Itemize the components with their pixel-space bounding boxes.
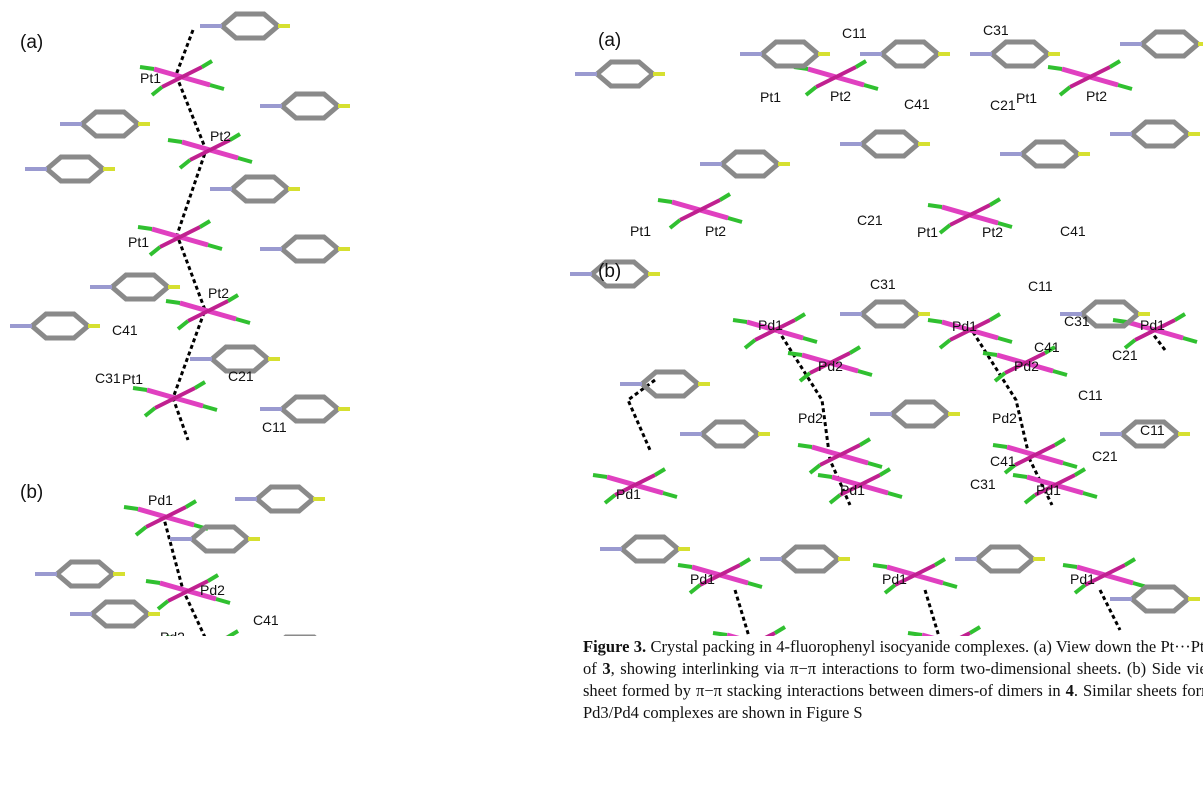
caption-label: Figure 3. xyxy=(583,637,646,656)
ring xyxy=(620,372,710,396)
metal-center xyxy=(138,221,222,255)
atom-label: C41 xyxy=(1060,223,1086,239)
ring xyxy=(575,62,665,86)
atom-label: Pd2 xyxy=(200,582,225,598)
atom-label: C21 xyxy=(228,368,254,384)
atom-label: Pd1 xyxy=(882,571,907,587)
ring xyxy=(680,422,770,446)
atom-label: Pd1 xyxy=(758,317,783,333)
ring xyxy=(260,397,350,421)
atom-label: C21 xyxy=(857,212,883,228)
atom-label: Pd1 xyxy=(690,571,715,587)
atom-label: Pt2 xyxy=(208,285,229,301)
atom-label: Pt1 xyxy=(1016,90,1037,106)
atom-label: C31 xyxy=(983,22,1009,38)
atom-label: C31 xyxy=(95,370,121,386)
ring xyxy=(700,152,790,176)
atom-label: Pd1 xyxy=(1140,317,1165,333)
atom-label: C41 xyxy=(990,453,1016,469)
atom-label: Pd2 xyxy=(798,410,823,426)
atom-label: C11 xyxy=(262,419,287,435)
caption: Figure 3. Crystal packing in 4-fluorophe… xyxy=(583,636,1203,724)
metal-center xyxy=(133,382,217,416)
atom-label: Pd1 xyxy=(840,482,865,498)
atom-label: C41 xyxy=(904,96,930,112)
caption-bold: 4 xyxy=(1066,681,1074,700)
ring xyxy=(210,177,300,201)
ring xyxy=(1000,142,1090,166)
ring xyxy=(1120,32,1203,56)
atom-label: C11 xyxy=(1028,278,1053,294)
metal-center xyxy=(658,194,742,228)
atom-label: Pd1 xyxy=(616,486,641,502)
ring xyxy=(10,314,100,338)
ring xyxy=(1110,122,1200,146)
panel-label: (b) xyxy=(20,482,43,503)
atom-label: Pd2 xyxy=(160,629,185,636)
ring xyxy=(260,94,350,118)
atom-label: Pd1 xyxy=(1036,482,1061,498)
atom-label: Pd2 xyxy=(818,358,843,374)
atom-label: C11 xyxy=(1078,387,1103,403)
atom-label: Pd2 xyxy=(992,410,1017,426)
atom-label: Pd1 xyxy=(952,318,977,334)
atom-label: C11 xyxy=(842,25,867,41)
atom-label: C41 xyxy=(1034,339,1060,355)
atom-label: Pt2 xyxy=(210,128,231,144)
atom-label: Pt2 xyxy=(830,88,851,104)
metal-center xyxy=(798,439,882,473)
ring xyxy=(200,14,290,38)
atom-label: Pt2 xyxy=(705,223,726,239)
atom-label: Pt1 xyxy=(128,234,149,250)
atom-label: Pd1 xyxy=(1070,571,1095,587)
panel-label: (b) xyxy=(598,261,621,282)
ring xyxy=(860,42,950,66)
page: {"left":{"a":{"label":"(a)","atoms":["Pt… xyxy=(0,0,1203,785)
ring xyxy=(90,275,180,299)
atom-label: C31 xyxy=(870,276,896,292)
caption-box: Figure 3. Crystal packing in 4-fluorophe… xyxy=(583,636,1203,785)
ring xyxy=(35,562,125,586)
atom-label: C31 xyxy=(1064,313,1090,329)
atom-label: Pt1 xyxy=(760,89,781,105)
metal-center xyxy=(908,627,992,636)
ring xyxy=(1110,587,1200,611)
ring xyxy=(740,42,830,66)
ring xyxy=(60,112,150,136)
panel-label: (a) xyxy=(20,32,43,53)
atom-label: Pt1 xyxy=(630,223,651,239)
atom-label: C11 xyxy=(1140,422,1165,438)
panel-label: (a) xyxy=(598,30,621,51)
ring xyxy=(170,527,260,551)
atom-label: C41 xyxy=(112,322,138,338)
atom-label: Pt1 xyxy=(140,70,161,86)
atom-label: Pd1 xyxy=(148,492,173,508)
ring xyxy=(70,602,160,626)
ring xyxy=(870,402,960,426)
ring xyxy=(955,547,1045,571)
atom-label: Pt2 xyxy=(982,224,1003,240)
atom-label: Pt1 xyxy=(122,371,143,387)
ring xyxy=(760,547,850,571)
structure-drawing xyxy=(10,14,1203,636)
atom-label: C21 xyxy=(1092,448,1118,464)
metal-center xyxy=(713,627,797,636)
ring xyxy=(840,132,930,156)
ring xyxy=(600,537,690,561)
figure: (a)Pt1Pt2Pt1Pt2C41C31Pt1C21C11(b)Pd1Pd2P… xyxy=(0,0,1203,636)
atom-label: Pt1 xyxy=(917,224,938,240)
body: (a)Pt1Pt2Pt1Pt2C41C31Pt1C21C11(b)Pd1Pd2P… xyxy=(0,0,1203,785)
atom-label: C21 xyxy=(990,97,1016,113)
ring xyxy=(970,42,1060,66)
atom-label: C41 xyxy=(253,612,279,628)
atom-label: Pd2 xyxy=(1014,358,1039,374)
ring xyxy=(260,237,350,261)
ring xyxy=(235,487,325,511)
atom-label: C21 xyxy=(1112,347,1138,363)
caption-bold: 3 xyxy=(602,659,610,678)
ring xyxy=(840,302,930,326)
atom-label: Pt2 xyxy=(1086,88,1107,104)
ring xyxy=(25,157,115,181)
atom-label: C31 xyxy=(970,476,996,492)
